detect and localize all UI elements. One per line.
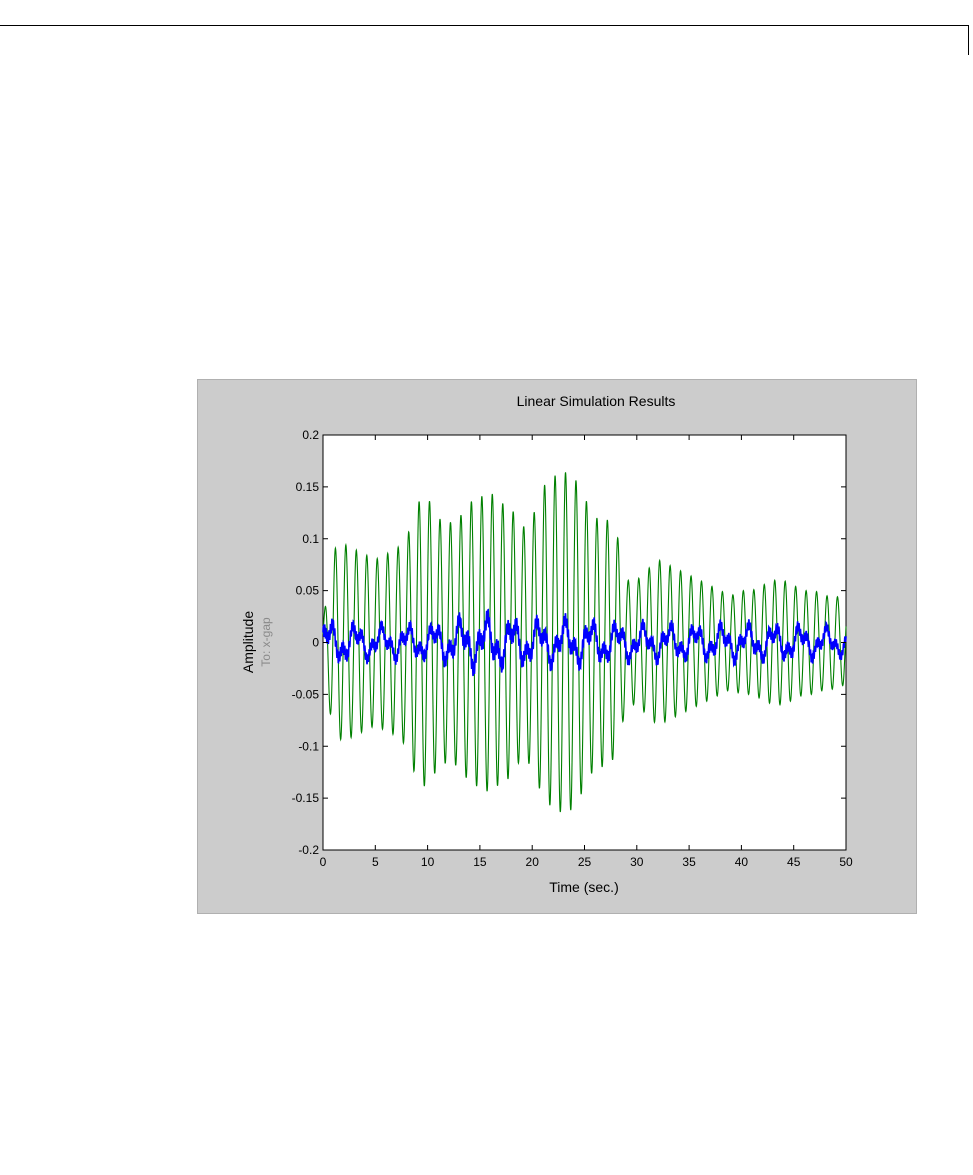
y-tick-label: -0.05 [292,687,320,701]
y-tick-label: -0.15 [292,791,320,805]
x-tick-label: 30 [630,855,644,869]
y-tick-label: -0.2 [298,843,319,857]
x-tick-label: 5 [372,855,379,869]
x-tick-label: 15 [473,855,487,869]
y-tick-label: 0.15 [296,480,320,494]
chart-title: Linear Simulation Results [517,393,676,409]
y-tick-label: -0.1 [298,739,319,753]
series-line-blue [322,608,847,677]
y-axis-ticks: 0.2 0.15 0.1 0.05 0 -0.05 -0.1 -0.15 -0.2 [292,428,846,857]
x-tick-label: 45 [787,855,801,869]
x-tick-label: 10 [421,855,435,869]
x-axis-label: Time (sec.) [549,879,618,895]
x-tick-label: 20 [526,855,540,869]
y-axis-sublabel: To: x-gap [259,617,273,667]
header-rule [0,25,969,26]
x-axis-ticks: 0 5 10 15 20 25 30 35 40 45 50 [320,435,853,869]
x-tick-label: 50 [839,855,853,869]
x-tick-label: 25 [578,855,592,869]
x-tick-label: 35 [682,855,696,869]
y-tick-label: 0.05 [296,584,320,598]
y-axis-label: Amplitude [240,611,256,673]
y-tick-label: 0.1 [302,532,319,546]
figure-panel: Linear Simulation Results 0.2 0.15 0.1 0.05… [197,379,917,914]
y-tick-label: 0.2 [302,428,319,442]
x-tick-label: 40 [735,855,749,869]
series-layer [322,472,847,813]
series-line-green [322,472,847,813]
chart: Linear Simulation Results 0.2 0.15 0.1 0.05… [240,393,853,895]
y-tick-label: 0 [312,636,319,650]
x-tick-label: 0 [320,855,327,869]
header-rule-end [968,25,969,55]
